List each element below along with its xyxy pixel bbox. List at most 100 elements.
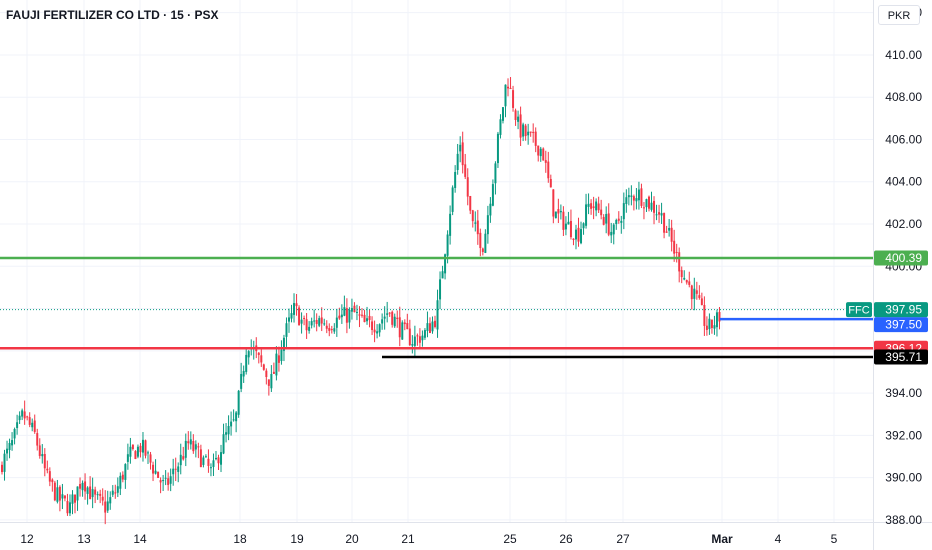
candle-body [391, 311, 394, 325]
candle-body [630, 195, 633, 197]
time-axis-tick-label: 25 [503, 532, 517, 546]
candle-body [114, 492, 117, 494]
candle-body [84, 481, 87, 492]
candle-body [41, 454, 44, 457]
candle-body [53, 482, 56, 501]
candle-body [202, 457, 205, 465]
candle-body [159, 480, 162, 483]
price-label-green-bg [874, 250, 928, 266]
time-axis-tick-label: 18 [233, 532, 247, 546]
price-axis-tick-label: 408.00 [885, 90, 922, 104]
candle-body [710, 319, 713, 329]
candle-body [715, 312, 718, 328]
candle-body [549, 178, 552, 188]
candle-body [532, 131, 535, 134]
candle-body [423, 330, 426, 338]
candle-body [507, 86, 510, 89]
candle-body [401, 322, 404, 340]
candle-body [335, 317, 338, 328]
candle-body [16, 422, 19, 429]
candle-body [592, 206, 595, 209]
candle-body [245, 354, 248, 372]
candle-body [698, 295, 701, 298]
candle-body [310, 321, 313, 326]
candle-body [499, 119, 502, 135]
candle-body [476, 220, 479, 235]
candles [1, 77, 721, 525]
candle-body [637, 189, 640, 201]
candle-body [527, 131, 530, 136]
candle-body [418, 336, 421, 343]
candle-body [71, 494, 74, 504]
candle-body [91, 489, 94, 498]
candle-body [663, 213, 666, 233]
price-axis-tick-label: 390.00 [885, 471, 922, 485]
candle-body [411, 344, 414, 346]
candle-body [61, 494, 64, 499]
candle-body [708, 318, 711, 330]
candle-body [620, 220, 623, 223]
candle-body [106, 501, 109, 511]
candle-body [622, 203, 625, 220]
candle-body [343, 307, 346, 316]
candle-body [605, 214, 608, 224]
candle-body [267, 379, 270, 386]
candle-body [192, 441, 195, 452]
price-axis-tick-label: 410.00 [885, 48, 922, 62]
candle-body [373, 329, 376, 333]
candle-body [361, 314, 363, 316]
candle-body [600, 209, 603, 216]
candle-body [104, 501, 107, 513]
candle-body [94, 489, 97, 495]
candle-body [514, 110, 517, 120]
candle-body [496, 133, 499, 164]
candle-body [627, 195, 630, 198]
candle-body [544, 160, 547, 163]
candle-body [33, 420, 36, 432]
candle-body [574, 229, 577, 240]
candle-body [471, 210, 474, 222]
candle-body [602, 216, 605, 225]
candle-body [280, 349, 283, 361]
candle-body [348, 310, 351, 323]
candle-body [564, 223, 567, 230]
candle-body [3, 453, 6, 472]
candle-body [542, 148, 545, 161]
price-axis-tick-label: 406.00 [885, 132, 922, 146]
candle-body [293, 303, 296, 315]
candle-body [501, 107, 504, 121]
time-axis-tick-label: 21 [401, 532, 415, 546]
candle-body [242, 370, 245, 377]
candle-body [217, 457, 220, 464]
candle-body [454, 171, 457, 188]
candle-body [194, 444, 197, 450]
candle-body [99, 493, 102, 496]
candle-body [625, 197, 628, 205]
time-axis-tick-label: 14 [133, 532, 147, 546]
candle-body [227, 426, 230, 435]
candle-body [647, 196, 650, 209]
candle-body [461, 142, 464, 166]
candle-body [247, 351, 250, 358]
candle-body [179, 454, 182, 466]
candle-body [86, 487, 89, 494]
price-axis-tick-label: 404.00 [885, 175, 922, 189]
candle-body [642, 207, 645, 209]
candle-body [285, 323, 288, 337]
last-price-label-bg [874, 302, 928, 318]
candle-body [449, 213, 452, 236]
candle-body [554, 211, 557, 219]
candle-body [333, 328, 336, 332]
price-label-black: 395.71 [885, 350, 922, 364]
candle-body [209, 467, 212, 469]
candle-body [439, 279, 442, 300]
currency-button[interactable]: PKR [878, 5, 920, 25]
candle-body [612, 224, 615, 235]
candle-body [446, 234, 449, 256]
symbol-tag-bg [846, 302, 872, 318]
candle-body [157, 471, 160, 478]
candle-body [96, 494, 99, 496]
candle-body [680, 270, 683, 278]
time-axis-tick-label: 5 [831, 532, 838, 546]
